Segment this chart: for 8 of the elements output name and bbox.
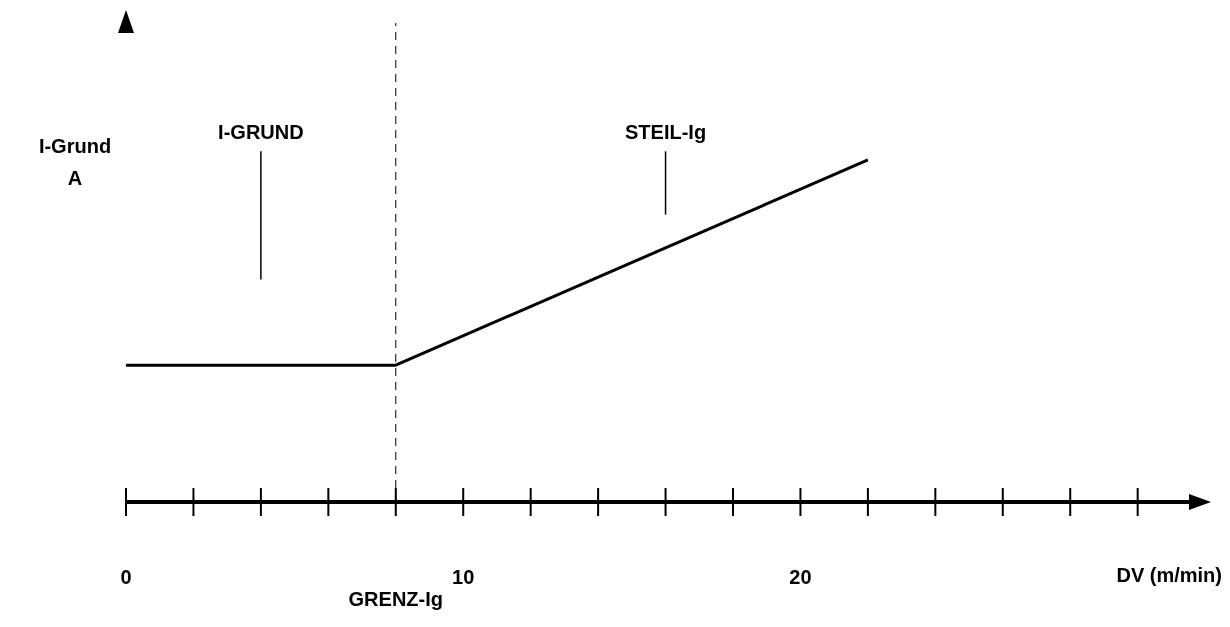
text: I-GRUND: [218, 121, 304, 144]
text: STEIL-Ig: [625, 121, 707, 144]
ref-line-label: GRENZ-Ig: [348, 588, 443, 611]
x-tick-label: 0: [120, 566, 132, 588]
x-axis-title: DV (m/min): [1116, 564, 1222, 587]
x-tick-label: 10: [452, 566, 475, 588]
x-tick-label: 20: [789, 566, 812, 588]
y-axis-title: I-Grund A: [37, 134, 113, 191]
